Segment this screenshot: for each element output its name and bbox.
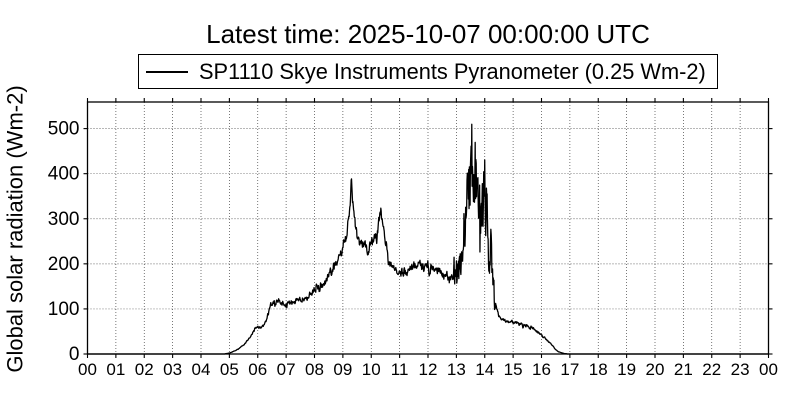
svg-text:17: 17 (560, 360, 579, 379)
svg-text:04: 04 (192, 360, 211, 379)
svg-text:16: 16 (532, 360, 551, 379)
svg-text:18: 18 (589, 360, 608, 379)
svg-text:300: 300 (48, 209, 80, 230)
svg-text:12: 12 (419, 360, 438, 379)
svg-text:400: 400 (48, 164, 80, 185)
svg-text:11: 11 (391, 360, 409, 379)
svg-text:07: 07 (277, 360, 296, 379)
svg-text:15: 15 (504, 360, 523, 379)
svg-text:10: 10 (362, 360, 381, 379)
svg-text:20: 20 (646, 360, 665, 379)
svg-text:200: 200 (48, 254, 80, 275)
svg-text:05: 05 (220, 360, 239, 379)
svg-text:22: 22 (702, 360, 721, 379)
svg-text:06: 06 (248, 360, 267, 379)
svg-text:00: 00 (759, 360, 778, 379)
svg-text:100: 100 (48, 299, 80, 320)
svg-text:21: 21 (674, 360, 693, 379)
svg-text:08: 08 (305, 360, 324, 379)
svg-text:14: 14 (475, 360, 494, 379)
svg-text:500: 500 (48, 119, 80, 140)
svg-text:03: 03 (163, 360, 182, 379)
svg-text:02: 02 (135, 360, 154, 379)
svg-text:09: 09 (333, 360, 352, 379)
svg-text:19: 19 (617, 360, 636, 379)
svg-text:01: 01 (106, 360, 125, 379)
svg-text:13: 13 (447, 360, 466, 379)
svg-text:0: 0 (69, 344, 80, 365)
svg-text:00: 00 (78, 360, 97, 379)
svg-text:23: 23 (731, 360, 750, 379)
